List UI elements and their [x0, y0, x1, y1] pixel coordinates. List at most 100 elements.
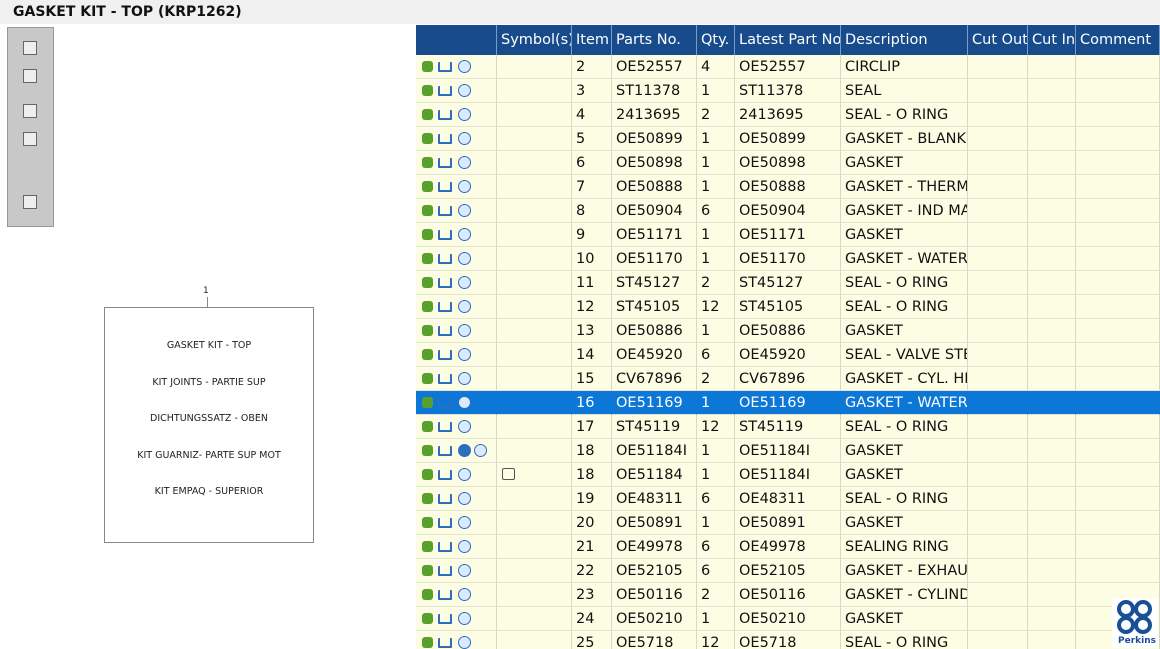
- details-icon[interactable]: [422, 589, 433, 600]
- table-row[interactable]: 6 OE50898 1 OE50898 GASKET: [416, 151, 1160, 175]
- details-icon[interactable]: [422, 205, 433, 216]
- table-row[interactable]: 2 OE52557 4 OE52557 CIRCLIP: [416, 55, 1160, 79]
- details-icon[interactable]: [422, 421, 433, 432]
- table-row[interactable]: 19 OE48311 6 OE48311 SEAL - O RING: [416, 487, 1160, 511]
- details-icon[interactable]: [422, 565, 433, 576]
- info-icon[interactable]: [458, 372, 471, 385]
- details-icon[interactable]: [422, 637, 433, 648]
- table-row[interactable]: 17 ST45119 12 ST45119 SEAL - O RING: [416, 415, 1160, 439]
- cart-icon[interactable]: [438, 350, 452, 360]
- column-header[interactable]: Parts No.: [612, 25, 697, 55]
- info-icon[interactable]: [458, 516, 471, 529]
- table-row[interactable]: 8 OE50904 6 OE50904 GASKET - IND MAN: [416, 199, 1160, 223]
- info-icon[interactable]: [458, 540, 471, 553]
- table-row[interactable]: 18 OE51184I 1 OE51184I GASKET: [416, 439, 1160, 463]
- details-icon[interactable]: [422, 61, 433, 72]
- cart-icon[interactable]: [438, 206, 452, 216]
- column-header[interactable]: Item: [572, 25, 612, 55]
- info-icon[interactable]: [458, 228, 471, 241]
- table-row[interactable]: 22 OE52105 6 OE52105 GASKET - EXHAUS: [416, 559, 1160, 583]
- info-icon[interactable]: [458, 84, 471, 97]
- column-header[interactable]: Qty.: [697, 25, 735, 55]
- column-header[interactable]: Cut In: [1028, 25, 1076, 55]
- cart-icon[interactable]: [438, 110, 452, 120]
- table-row[interactable]: 5 OE50899 1 OE50899 GASKET - BLANKIN: [416, 127, 1160, 151]
- info-icon[interactable]: [458, 204, 471, 217]
- details-icon[interactable]: [422, 397, 433, 408]
- info-icon[interactable]: [458, 60, 471, 73]
- cart-icon[interactable]: [438, 614, 452, 624]
- cart-icon[interactable]: [438, 374, 452, 384]
- info-icon[interactable]: [458, 132, 471, 145]
- column-header[interactable]: Comment: [1076, 25, 1160, 55]
- cart-icon[interactable]: [438, 398, 452, 408]
- table-row[interactable]: 9 OE51171 1 OE51171 GASKET: [416, 223, 1160, 247]
- details-icon[interactable]: [422, 613, 433, 624]
- details-icon[interactable]: [422, 133, 433, 144]
- search-header[interactable]: [416, 25, 497, 55]
- cart-icon[interactable]: [438, 134, 452, 144]
- info-icon[interactable]: [458, 564, 471, 577]
- cart-icon[interactable]: [438, 590, 452, 600]
- fit[interactable]: [23, 104, 37, 118]
- cart-icon[interactable]: [438, 302, 452, 312]
- cart-icon[interactable]: [438, 326, 452, 336]
- details-icon[interactable]: [422, 109, 433, 120]
- zoom-in[interactable]: [23, 41, 37, 55]
- table-row[interactable]: 25 OE5718 12 OE5718 SEAL - O RING: [416, 631, 1160, 649]
- info-icon[interactable]: [458, 396, 471, 409]
- table-row[interactable]: 7 OE50888 1 OE50888 GASKET - THERMO: [416, 175, 1160, 199]
- table-row[interactable]: 23 OE50116 2 OE50116 GASKET - CYLINDE: [416, 583, 1160, 607]
- table-row[interactable]: 4 2413695 2 2413695 SEAL - O RING: [416, 103, 1160, 127]
- actual-size[interactable]: [23, 132, 37, 146]
- info-icon[interactable]: [458, 324, 471, 337]
- table-row[interactable]: 21 OE49978 6 OE49978 SEALING RING: [416, 535, 1160, 559]
- table-row[interactable]: 24 OE50210 1 OE50210 GASKET: [416, 607, 1160, 631]
- details-icon[interactable]: [422, 445, 433, 456]
- table-row[interactable]: 10 OE51170 1 OE51170 GASKET - WATER I: [416, 247, 1160, 271]
- cart-icon[interactable]: [438, 470, 452, 480]
- table-row[interactable]: 18 OE51184 1 OE51184I GASKET: [416, 463, 1160, 487]
- cart-icon[interactable]: [438, 278, 452, 288]
- info-icon[interactable]: [458, 108, 471, 121]
- info-icon[interactable]: [458, 300, 471, 313]
- cart-icon[interactable]: [438, 182, 452, 192]
- cart-icon[interactable]: [438, 542, 452, 552]
- export[interactable]: [23, 195, 37, 209]
- details-icon[interactable]: [422, 301, 433, 312]
- table-row[interactable]: 16 OE51169 1 OE51169 GASKET - WATER I: [416, 391, 1160, 415]
- zoom-out[interactable]: [23, 69, 37, 83]
- info-icon[interactable]: [458, 636, 471, 649]
- cart-icon[interactable]: [438, 518, 452, 528]
- details-icon[interactable]: [422, 493, 433, 504]
- info-icon[interactable]: [458, 276, 471, 289]
- details-icon[interactable]: [422, 229, 433, 240]
- info-icon[interactable]: [458, 588, 471, 601]
- info-icon[interactable]: [458, 348, 471, 361]
- info-icon[interactable]: [474, 444, 487, 457]
- table-row[interactable]: 3 ST11378 1 ST11378 SEAL: [416, 79, 1160, 103]
- info-icon[interactable]: [458, 156, 471, 169]
- table-row[interactable]: 13 OE50886 1 OE50886 GASKET: [416, 319, 1160, 343]
- info-icon[interactable]: [458, 252, 471, 265]
- column-header[interactable]: Description: [841, 25, 968, 55]
- details-icon[interactable]: [422, 469, 433, 480]
- details-icon[interactable]: [422, 253, 433, 264]
- details-icon[interactable]: [422, 85, 433, 96]
- table-row[interactable]: 20 OE50891 1 OE50891 GASKET: [416, 511, 1160, 535]
- details-icon[interactable]: [422, 325, 433, 336]
- info-icon[interactable]: [458, 492, 471, 505]
- cart-icon[interactable]: [438, 494, 452, 504]
- info-icon[interactable]: [458, 420, 471, 433]
- details-icon[interactable]: [422, 157, 433, 168]
- details-icon[interactable]: [422, 349, 433, 360]
- cart-icon[interactable]: [438, 62, 452, 72]
- info-icon[interactable]: [458, 180, 471, 193]
- cart-icon[interactable]: [438, 638, 452, 648]
- table-row[interactable]: 11 ST45127 2 ST45127 SEAL - O RING: [416, 271, 1160, 295]
- cart-icon[interactable]: [438, 446, 452, 456]
- column-header[interactable]: Latest Part No.: [735, 25, 841, 55]
- symbol-icon[interactable]: [502, 468, 515, 480]
